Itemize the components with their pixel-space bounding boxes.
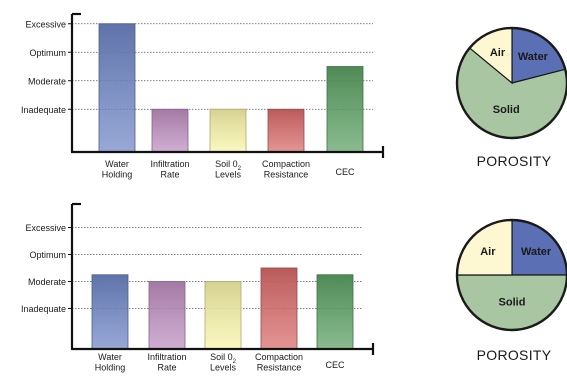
bar: [91, 274, 129, 350]
category-label: Water: [98, 352, 122, 362]
y-level-label: Moderate: [28, 277, 66, 287]
bar: [151, 108, 189, 153]
category-label: CEC: [325, 360, 345, 370]
pie-outline: [455, 26, 567, 140]
soil-panel-top: Inadequate Moderate Optimum Excessive Water H…: [0, 0, 567, 190]
pie-slice-label: Water: [518, 51, 549, 63]
category-label: Rate: [160, 169, 179, 179]
bar-chart-top: Inadequate Moderate Optimum Excessive WaterH…: [21, 12, 385, 179]
category-label: Compaction: [262, 159, 310, 169]
category-label: Holding: [102, 169, 133, 179]
category-label: Resistance: [264, 169, 309, 179]
y-level-label: Optimum: [29, 48, 66, 58]
bar: [260, 267, 298, 350]
bar: [326, 66, 364, 153]
pie-slice-label: Water: [521, 246, 552, 258]
pie-slice-label: Air: [490, 47, 506, 59]
porosity-caption-bottom: POROSITY: [476, 347, 552, 363]
bar: [204, 281, 242, 350]
category-label: Rate: [157, 362, 176, 372]
y-level-label: Inadequate: [21, 105, 66, 115]
bar: [98, 23, 136, 153]
bar: [148, 281, 186, 350]
category-label: Holding: [95, 362, 126, 372]
porosity-pie-bottom: Water Solid Air: [455, 218, 567, 332]
porosity-pie-top: Water Solid Air: [455, 26, 567, 140]
pie-slice-label: Solid: [499, 296, 526, 308]
category-label: Resistance: [257, 362, 302, 372]
category-label: Levels: [210, 362, 237, 372]
category-label: Compaction: [255, 352, 303, 362]
soil-panel-bottom: Inadequate Moderate Optimum Excessive Water H…: [0, 190, 567, 381]
category-label: Soil 02: [210, 352, 237, 365]
category-label: Soil 02: [215, 159, 242, 172]
category-label: Levels: [215, 169, 242, 179]
porosity-caption-top: POROSITY: [476, 153, 552, 169]
y-level-label: Optimum: [29, 250, 66, 260]
category-label: Infiltration: [150, 159, 189, 169]
y-level-label: Excessive: [25, 19, 66, 29]
y-level-label: Inadequate: [21, 304, 66, 314]
pie-slice-label: Solid: [493, 104, 520, 116]
y-level-label: Moderate: [28, 76, 66, 86]
bar: [316, 274, 354, 350]
bar-chart-bottom: Inadequate Moderate Optimum Excessive WaterH…: [21, 202, 375, 372]
category-label: CEC: [335, 167, 355, 177]
category-label: Water: [105, 159, 129, 169]
bar: [267, 108, 305, 153]
pie-slice-label: Air: [480, 246, 496, 258]
pie-outline: [455, 218, 567, 332]
bar: [209, 108, 247, 153]
category-label: Infiltration: [147, 352, 186, 362]
y-level-label: Excessive: [25, 223, 66, 233]
